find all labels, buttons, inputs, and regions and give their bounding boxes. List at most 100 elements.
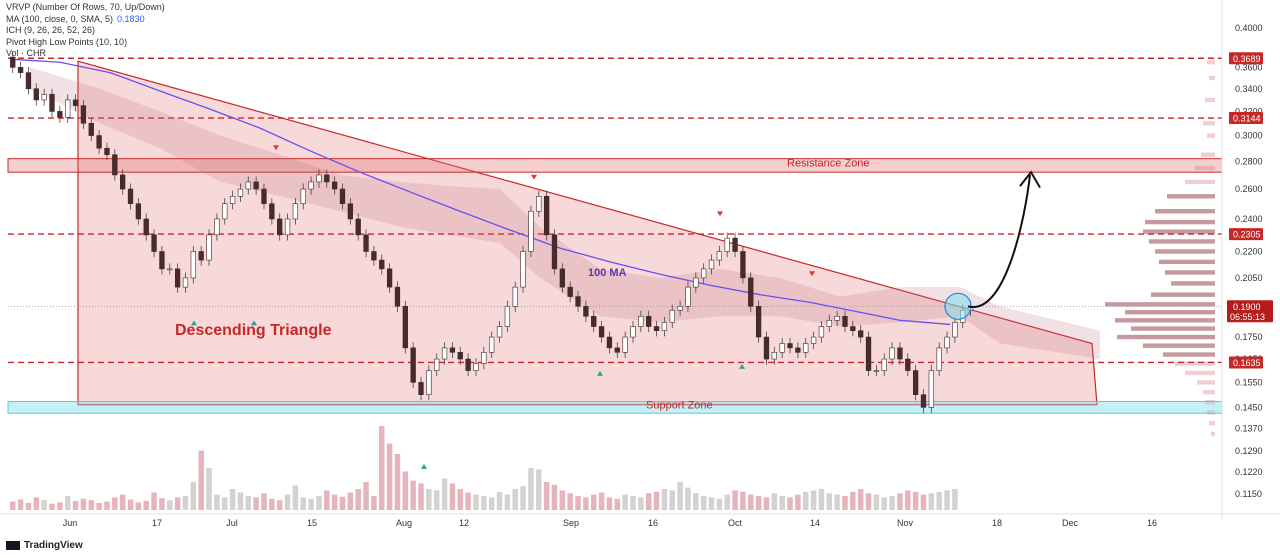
- time-axis-tick-label: Sep: [563, 518, 579, 528]
- volume-bar: [583, 497, 589, 510]
- candle-body: [803, 343, 809, 353]
- candle-body: [379, 259, 385, 270]
- breakout-highlight-circle: [944, 292, 972, 320]
- volume-bar: [630, 496, 636, 510]
- volume-bar: [182, 496, 189, 510]
- candle-body: [104, 147, 110, 156]
- volume-profile-bar: [1205, 400, 1215, 405]
- candle-body: [371, 251, 377, 261]
- volume-bar: [441, 478, 448, 510]
- tradingview-logo-icon: [6, 540, 20, 550]
- volume-profile-bar: [1131, 326, 1215, 331]
- volume-bar: [206, 468, 212, 510]
- candle-body: [881, 358, 887, 371]
- candle-body: [606, 336, 613, 349]
- candle-body: [598, 326, 605, 338]
- candle-body: [65, 99, 71, 118]
- price-level-badge-label: 0.3144: [1233, 114, 1261, 124]
- price-axis-tick-label: 0.3000: [1235, 131, 1263, 141]
- vrvp-indicator[interactable]: VRVP (Number Of Rows, 70, Up/Down): [6, 2, 165, 12]
- volume-profile-bar: [1105, 302, 1215, 307]
- candle-body: [174, 268, 181, 288]
- candle-body: [316, 174, 322, 183]
- volume-bar: [112, 497, 118, 510]
- volume-bar: [771, 493, 778, 510]
- candle-body: [850, 326, 856, 331]
- candle-body: [834, 315, 840, 321]
- volume-profile-bar: [1185, 179, 1215, 185]
- price-axis-tick-label: 0.4000: [1235, 23, 1263, 33]
- candle-body: [748, 277, 754, 307]
- volume-bar: [371, 496, 377, 510]
- volume-bar: [96, 503, 102, 510]
- volume-bar: [685, 487, 691, 510]
- volume-bar: [174, 497, 181, 510]
- volume-bar: [127, 499, 134, 510]
- time-axis-tick-label: Oct: [728, 518, 743, 528]
- volume-bar: [379, 426, 385, 510]
- price-axis-tick-label: 0.2400: [1235, 214, 1263, 224]
- pivot-high-marker: [273, 145, 279, 151]
- candle-body: [496, 326, 503, 338]
- pivot-low-marker: [597, 370, 603, 376]
- price-axis-tick-label: 0.1370: [1235, 424, 1263, 434]
- candle-body: [355, 218, 361, 236]
- time-axis-tick-label: 12: [459, 518, 469, 528]
- volume-bar: [410, 480, 416, 510]
- volume-bar: [952, 489, 958, 510]
- candle-body: [261, 188, 267, 205]
- candle-body: [504, 305, 511, 327]
- candle-body: [324, 174, 330, 183]
- candle-body: [489, 336, 495, 353]
- time-axis-tick-label: 17: [152, 518, 162, 528]
- candle-body: [190, 251, 196, 279]
- volume-bar: [912, 491, 919, 510]
- candle-body: [928, 370, 934, 408]
- time-axis-tick-label: 15: [307, 518, 317, 528]
- volume-bar: [645, 493, 652, 510]
- volume-indicator[interactable]: Vol · CHR: [6, 48, 47, 58]
- time-axis-tick-label: Dec: [1062, 518, 1079, 528]
- volume-bar: [245, 496, 252, 510]
- volume-bar: [284, 494, 291, 510]
- volume-profile-bar: [1207, 133, 1215, 138]
- candle-body: [771, 352, 777, 360]
- candle-body: [952, 322, 958, 338]
- volume-bar: [905, 490, 911, 510]
- time-axis-tick-label: Aug: [396, 518, 412, 528]
- candle-body: [72, 99, 79, 106]
- candle-body: [677, 305, 683, 311]
- volume-profile-bar: [1185, 370, 1215, 376]
- volume-bar: [779, 496, 785, 510]
- price-axis-tick-label: 0.3600: [1235, 62, 1263, 72]
- candle-body: [363, 234, 369, 252]
- candle-body: [33, 88, 39, 101]
- volume-profile-bar: [1211, 431, 1215, 437]
- candle-body: [559, 268, 565, 288]
- ichimoku-indicator[interactable]: ICH (9, 26, 26, 52, 26): [6, 25, 96, 35]
- pivot-low-marker: [421, 463, 427, 469]
- volume-bar: [590, 494, 597, 510]
- volume-profile-bar: [1165, 270, 1215, 275]
- volume-profile-bar: [1115, 318, 1215, 323]
- candle-body: [96, 135, 102, 149]
- tradingview-brand-text: TradingView: [24, 540, 83, 551]
- candle-body: [308, 181, 314, 190]
- candle-body: [57, 111, 63, 118]
- candle-body: [897, 347, 903, 360]
- tradingview-logo[interactable]: TradingView: [6, 540, 83, 551]
- candle-body: [512, 286, 518, 307]
- volume-bar: [802, 491, 809, 510]
- volume-profile-bar: [1171, 281, 1215, 286]
- volume-bar: [276, 500, 283, 510]
- ma-indicator[interactable]: MA (100, close, 0, SMA, 5) 0.1830: [6, 14, 165, 26]
- candle-body: [865, 336, 872, 371]
- candle-body: [520, 251, 526, 288]
- candle-body: [253, 181, 259, 190]
- time-axis-tick-label: 16: [648, 518, 658, 528]
- candle-body: [873, 370, 880, 372]
- pivot-indicator[interactable]: Pivot High Low Points (10, 10): [6, 36, 128, 47]
- candle-body: [818, 326, 825, 338]
- volume-profile-bar: [1201, 152, 1215, 157]
